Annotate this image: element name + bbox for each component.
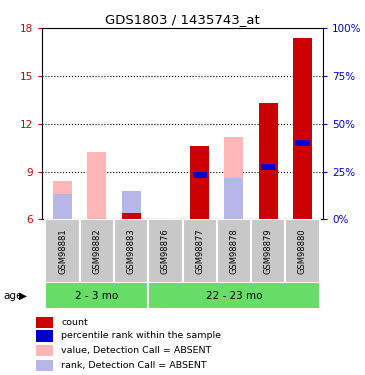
Text: age: age: [3, 291, 22, 301]
Bar: [87, 152, 106, 219]
Text: GSM98880: GSM98880: [298, 228, 307, 274]
Text: count: count: [61, 318, 88, 327]
Bar: [285, 219, 320, 283]
Bar: [193, 172, 207, 178]
Text: GSM98878: GSM98878: [230, 228, 238, 274]
Text: GSM98881: GSM98881: [58, 228, 67, 274]
Bar: [114, 219, 148, 283]
Text: GSM98877: GSM98877: [195, 228, 204, 274]
Text: rank, Detection Call = ABSENT: rank, Detection Call = ABSENT: [61, 361, 207, 370]
Bar: [224, 178, 243, 219]
Bar: [45, 282, 148, 309]
Bar: [295, 141, 310, 146]
Text: percentile rank within the sample: percentile rank within the sample: [61, 332, 221, 340]
Bar: [53, 194, 72, 219]
Bar: [80, 219, 114, 283]
Bar: [122, 213, 141, 219]
Bar: [36, 317, 53, 328]
Text: 22 - 23 mo: 22 - 23 mo: [205, 291, 262, 301]
Bar: [259, 103, 278, 219]
Bar: [45, 219, 80, 283]
Text: 2 - 3 mo: 2 - 3 mo: [75, 291, 118, 301]
Bar: [122, 190, 141, 219]
Bar: [148, 282, 320, 309]
Bar: [53, 181, 72, 219]
Text: ▶: ▶: [19, 291, 27, 301]
Bar: [36, 345, 53, 356]
Text: GSM98883: GSM98883: [127, 228, 135, 274]
Bar: [148, 219, 182, 283]
Bar: [36, 330, 53, 342]
Bar: [217, 219, 251, 283]
Bar: [261, 164, 275, 170]
Bar: [190, 146, 209, 219]
Text: GSM98876: GSM98876: [161, 228, 170, 274]
Bar: [293, 38, 312, 219]
Text: GSM98882: GSM98882: [92, 228, 101, 274]
Bar: [224, 136, 243, 219]
Bar: [182, 219, 217, 283]
Text: GSM98879: GSM98879: [264, 228, 273, 274]
Text: value, Detection Call = ABSENT: value, Detection Call = ABSENT: [61, 346, 212, 355]
Text: GDS1803 / 1435743_at: GDS1803 / 1435743_at: [105, 13, 260, 26]
Bar: [251, 219, 285, 283]
Bar: [36, 360, 53, 370]
